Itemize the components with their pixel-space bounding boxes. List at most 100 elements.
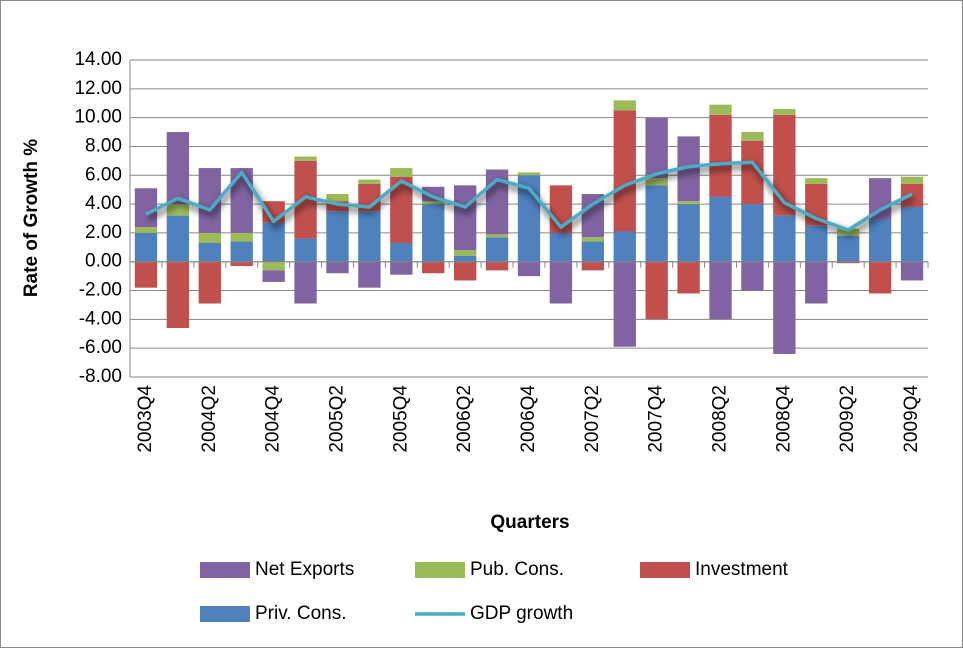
y-axis-label: Rate of Growth % xyxy=(21,139,42,297)
x-tick-label: 2006Q2 xyxy=(454,385,475,453)
bar-segment xyxy=(326,211,349,262)
bar-segment xyxy=(390,176,413,243)
line xyxy=(145,160,913,232)
bar-segment xyxy=(390,242,413,262)
bar-segment xyxy=(709,104,732,115)
bar-segment xyxy=(613,100,636,111)
legend-swatch xyxy=(200,562,250,578)
bar-segment xyxy=(900,176,924,184)
bar-segment xyxy=(230,261,253,267)
x-axis-label: Quarters xyxy=(490,512,569,533)
bar-segment xyxy=(517,261,541,277)
bar-segment xyxy=(166,215,190,262)
bar-segment xyxy=(485,237,509,262)
bar-segment xyxy=(741,204,764,262)
bar-segment xyxy=(581,194,605,238)
x-tick-label: 2003Q4 xyxy=(135,385,156,453)
x-tick-label: 2008Q4 xyxy=(773,385,794,453)
bar-segment xyxy=(645,117,668,179)
legend-label: GDP growth xyxy=(470,603,573,624)
y-tick-label: 12.00 xyxy=(74,78,122,99)
bar-segment xyxy=(549,261,573,304)
y-tick-label: 8.00 xyxy=(85,135,122,156)
y-tick-label: 6.00 xyxy=(85,164,122,185)
bar-segment xyxy=(198,242,221,262)
bar-segment xyxy=(134,188,158,228)
bar-segment xyxy=(453,250,477,256)
y-tick-label: 4.00 xyxy=(85,193,122,214)
legend-swatch xyxy=(200,606,250,622)
x-tick-label: 2005Q2 xyxy=(326,385,347,453)
bar-segment xyxy=(453,185,477,251)
bar-segment xyxy=(326,201,349,212)
bar-segment xyxy=(645,261,668,320)
bar-segment xyxy=(134,261,158,288)
bar-segment xyxy=(773,215,796,262)
x-tick-label: 2007Q2 xyxy=(582,385,603,453)
bar-segment xyxy=(294,238,317,262)
bar-segment xyxy=(166,204,190,216)
legend-swatch xyxy=(415,562,465,578)
bar-segment xyxy=(294,156,317,161)
bar-segment xyxy=(453,261,477,281)
bar-segment xyxy=(198,232,221,243)
x-tick-label: 2009Q2 xyxy=(837,385,858,453)
bar-segment xyxy=(230,232,253,242)
bar-segment xyxy=(709,114,732,197)
bar-segment xyxy=(868,261,892,294)
bar-segment xyxy=(326,194,349,202)
bar-segment xyxy=(198,261,221,304)
bar-segment xyxy=(134,232,158,262)
bar-segment xyxy=(422,261,445,274)
bar-segment xyxy=(581,261,605,271)
bar-segment xyxy=(805,225,828,262)
bar-segment xyxy=(677,201,700,205)
bar-segment xyxy=(294,261,317,304)
bar-segment xyxy=(677,261,700,294)
bar-segment xyxy=(900,261,924,281)
bar-segment xyxy=(868,219,892,262)
bar-segment xyxy=(837,235,860,262)
x-tick-label: 2004Q2 xyxy=(199,385,220,453)
bar-segment xyxy=(773,114,796,216)
y-tick-label: 0.00 xyxy=(85,251,122,272)
bar-segment xyxy=(805,261,828,304)
bar-segment xyxy=(741,140,764,205)
bar-segment xyxy=(134,227,158,233)
x-tick-label: 2009Q4 xyxy=(901,385,922,453)
bar-segment xyxy=(262,270,285,282)
y-tick-label: -2.00 xyxy=(79,280,122,301)
bar-segment xyxy=(485,261,509,271)
bar-segment xyxy=(422,201,445,205)
bar-segment xyxy=(837,261,860,264)
y-tick-label: -6.00 xyxy=(79,337,122,358)
legend-label: Investment xyxy=(695,559,789,580)
bar-segment xyxy=(868,178,892,220)
x-tick-label: 2006Q4 xyxy=(518,385,539,453)
bar-segment xyxy=(709,196,732,262)
legend-label: Priv. Cons. xyxy=(255,603,347,624)
legend-label: Net Exports xyxy=(255,559,354,580)
bar-segment xyxy=(230,168,253,233)
bar-segment xyxy=(773,108,796,115)
bar-segment xyxy=(294,160,317,239)
bar-segment xyxy=(805,178,828,184)
bar-segment xyxy=(358,261,381,288)
bar-segment xyxy=(741,261,764,291)
bar-segment xyxy=(390,168,413,177)
x-tick-label: 2007Q4 xyxy=(646,385,667,453)
y-tick-label: 2.00 xyxy=(85,222,122,243)
bar-segment xyxy=(581,237,605,242)
y-tick-label: 10.00 xyxy=(74,107,122,128)
y-tick-label: -8.00 xyxy=(79,366,122,387)
bar-segment xyxy=(773,261,796,354)
bar-segment xyxy=(453,255,477,262)
bar-segment xyxy=(358,179,381,184)
bar-segment xyxy=(837,228,860,236)
bar-segment xyxy=(741,132,764,141)
y-tick-label: 14.00 xyxy=(74,49,122,70)
bar-segment xyxy=(645,185,668,262)
